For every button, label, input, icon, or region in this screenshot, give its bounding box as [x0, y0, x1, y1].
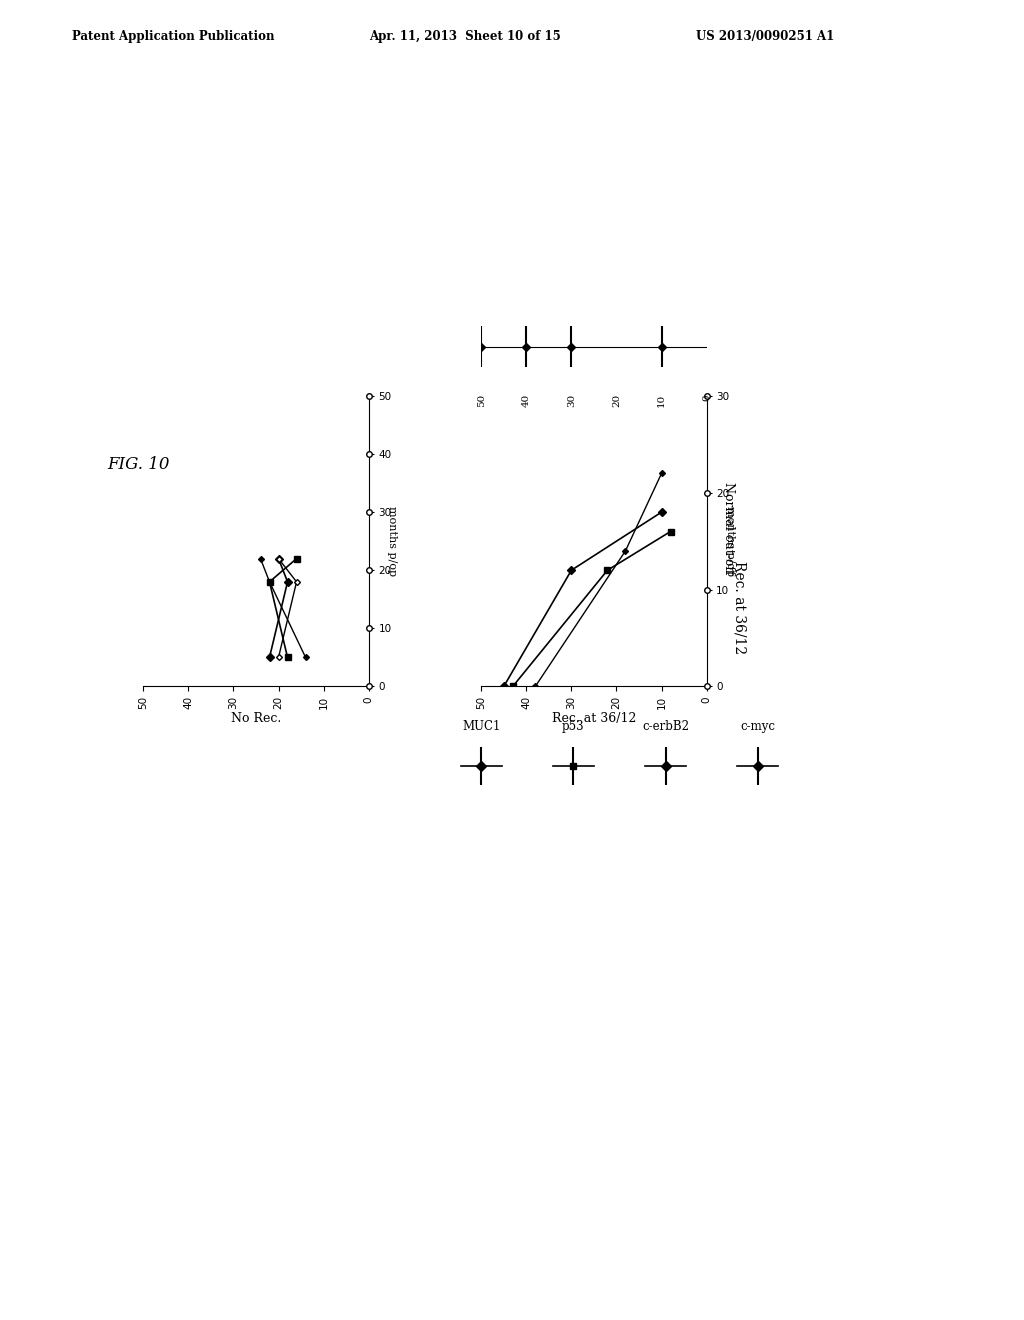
- Text: c-myc: c-myc: [740, 719, 775, 733]
- Text: 20: 20: [612, 395, 621, 408]
- Text: Rec. at 36/12: Rec. at 36/12: [552, 711, 636, 725]
- Text: No Rec.: No Rec.: [230, 711, 282, 725]
- Text: 10: 10: [657, 395, 666, 408]
- Text: Patent Application Publication: Patent Application Publication: [72, 30, 274, 44]
- Text: Apr. 11, 2013  Sheet 10 of 15: Apr. 11, 2013 Sheet 10 of 15: [369, 30, 560, 44]
- Text: 50: 50: [477, 395, 485, 408]
- Text: US 2013/0090251 A1: US 2013/0090251 A1: [696, 30, 835, 44]
- Text: 40: 40: [522, 395, 530, 408]
- Text: MUC1: MUC1: [462, 719, 501, 733]
- Text: 0: 0: [702, 395, 711, 401]
- Text: c-erbB2: c-erbB2: [642, 719, 689, 733]
- Text: Rec. at 36/12: Rec. at 36/12: [732, 561, 746, 653]
- Y-axis label: months p/op: months p/op: [725, 506, 735, 577]
- Text: FIG. 10: FIG. 10: [108, 455, 170, 473]
- Text: Normal cut-off: Normal cut-off: [722, 482, 735, 574]
- Text: p53: p53: [562, 719, 585, 733]
- Y-axis label: months p/op: months p/op: [387, 506, 397, 577]
- Text: 30: 30: [567, 395, 575, 408]
